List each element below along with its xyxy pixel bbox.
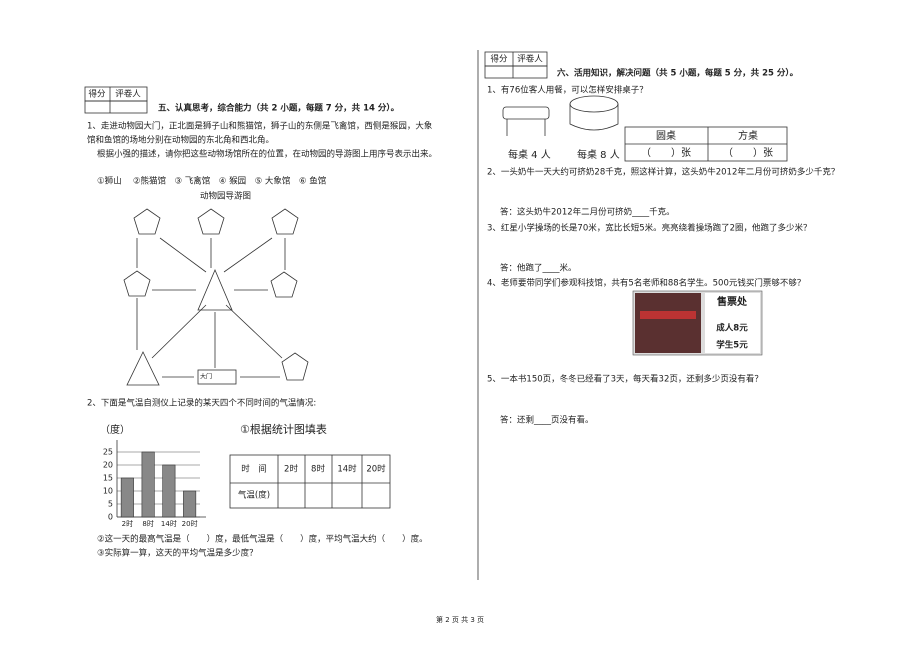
bar	[141, 451, 155, 518]
table-cell: （ ）张	[723, 147, 773, 159]
answer-table: 圆桌 方桌 （ ）张 （ ）张	[624, 126, 788, 162]
sign-title: 售票处	[717, 295, 748, 308]
options: ①狮山 ②熊猫馆 ③ 飞禽馆 ④ 猴园 ⑤ 大象馆 ⑥ 鱼馆	[97, 176, 326, 187]
sign-price: 成人8元	[716, 323, 748, 334]
answer-text: 答：这头奶牛2012年二月份可挤奶____千克。	[500, 207, 675, 218]
row-label: 气温(度)	[238, 490, 270, 501]
table-title: ①根据统计图填表	[240, 422, 327, 436]
question-text: 3、红星小学操场的长是70米，宽比长短5米。亮亮绕着操场跑了2圈，他跑了多少米？	[487, 223, 812, 234]
x-tick-label: 14时	[161, 519, 177, 528]
bar	[162, 464, 176, 518]
score-box: 得分 评卷人	[484, 51, 548, 79]
table-header: 20时	[366, 464, 386, 475]
y-axis-label: （度）	[100, 423, 130, 436]
grader-label: 评卷人	[517, 54, 543, 65]
y-tick-label: 20	[103, 461, 113, 470]
table-header: 14时	[337, 464, 357, 475]
footer: 第 2 页 共 3 页	[436, 615, 484, 624]
sign-price: 学生5元	[716, 340, 748, 351]
answer-text: 答：他跑了____米。	[500, 263, 577, 274]
table-header: 圆桌	[656, 129, 676, 142]
y-tick-label: 5	[108, 500, 113, 509]
question-text: 4、老师要带同学们参观科技馆，共有5名老师和88名学生。500元钱买门票够不够？	[487, 278, 805, 289]
x-tick-label: 8时	[142, 519, 153, 528]
question-text: 根据小强的描述，请你把这些动物场馆所在的位置，在动物园的导游图上用序号表示出来。	[97, 149, 437, 160]
score-label: 得分	[490, 54, 508, 65]
question-text: 馆和鱼馆的场地分别在动物园的东北角和西北角。	[87, 135, 274, 146]
x-tick-label: 20时	[182, 519, 198, 528]
table-header: 8时	[311, 464, 325, 475]
table-header: 2时	[284, 464, 298, 475]
section-title: 五、认真思考，综合能力（共 2 小题，每题 7 分，共 14 分）。	[158, 103, 399, 114]
section-title: 六、活用知识，解决问题（共 5 小题，每题 5 分，共 25 分）。	[557, 68, 798, 79]
table-cell: （ ）张	[641, 147, 691, 159]
question-text: 1、走进动物园大门，正北面是狮子山和熊猫馆，狮子山的东侧是飞禽馆，西侧是猴园，大…	[87, 121, 433, 132]
score-label: 得分	[88, 89, 106, 100]
score-box: 得分 评卷人	[84, 86, 148, 114]
table-icons	[502, 95, 619, 136]
bar	[120, 477, 134, 518]
sub-question: ③实际算一算，这天的平均气温是多少度？	[97, 548, 258, 559]
grader-label: 评卷人	[115, 89, 141, 100]
table-header: 时 间	[241, 464, 267, 475]
bar	[183, 490, 197, 518]
ticket-image: 售票处 成人8元 学生5元	[632, 290, 763, 356]
y-tick-label: 10	[103, 487, 113, 496]
question-text: 1、有76位客人用餐，可以怎样安排桌子？	[487, 85, 648, 96]
y-tick-label: 15	[103, 474, 113, 483]
sub-question: ②这一天的最高气温是（ ）度，最低气温是（ ）度，平均气温大约（ ）度。	[97, 534, 428, 545]
question-text: 5、一本书150页，冬冬已经看了3天，每天看32页，还剩多少页没有看？	[487, 374, 763, 385]
question-text: 2、下面是气温自测仪上记录的某天四个不同时间的气温情况:	[87, 398, 316, 409]
answer-text: 答：还剩____页没有看。	[500, 415, 594, 426]
question-text: 2、一头奶牛一天大约可挤奶28千克，照这样计算，这头奶牛2012年二月份可挤奶多…	[487, 167, 839, 178]
gate-label: 大门	[200, 373, 212, 381]
y-tick-label: 25	[103, 448, 113, 457]
table-label: 每桌 4 人	[508, 148, 551, 161]
table-label: 每桌 8 人	[577, 148, 620, 161]
map-title: 动物园导游图	[200, 191, 251, 202]
temp-table: 时 间 2时 8时 14时 20时 气温(度)	[229, 454, 391, 509]
y-tick-label: 0	[108, 513, 113, 522]
bar-chart: 0 5 10 15 20 25 2时 8时 14时 20时	[103, 440, 206, 528]
table-header: 方桌	[738, 129, 758, 142]
x-tick-label: 2时	[122, 519, 133, 528]
zoo-map: 大门	[123, 208, 309, 386]
